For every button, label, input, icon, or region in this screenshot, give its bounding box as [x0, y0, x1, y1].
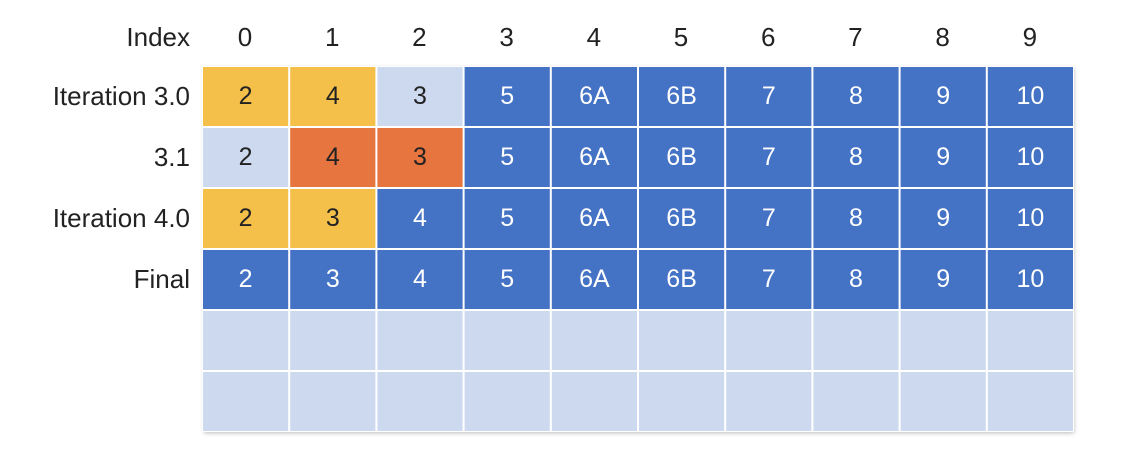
array-cell: 2 — [202, 66, 290, 127]
array-cell — [986, 310, 1074, 371]
array-cell — [376, 371, 464, 432]
table-row — [0, 371, 1125, 432]
array-cell — [725, 371, 813, 432]
array-cell: 9 — [899, 127, 987, 188]
index-header-row: Index 0 1 2 3 4 5 6 7 8 9 — [0, 12, 1125, 62]
array-cell: 8 — [812, 249, 900, 310]
array-cell: 7 — [725, 66, 813, 127]
array-cell: 2 — [202, 127, 290, 188]
index-label-2: 2 — [412, 22, 427, 52]
array-cell: 6A — [550, 66, 638, 127]
array-cell: 9 — [899, 249, 987, 310]
array-cell: 2 — [202, 188, 290, 249]
array-cell: 5 — [463, 127, 551, 188]
array-cell: 3 — [289, 249, 377, 310]
array-cell: 8 — [812, 66, 900, 127]
index-label-6: 6 — [760, 22, 776, 52]
array-cell — [812, 371, 900, 432]
array-cell: 10 — [986, 66, 1074, 127]
array-cell: 4 — [376, 249, 464, 310]
array-cell: 3 — [376, 66, 464, 127]
index-label-8: 8 — [935, 22, 950, 52]
array-cell — [986, 371, 1074, 432]
array-cell: 6A — [550, 188, 638, 249]
index-label-1: 1 — [324, 22, 340, 52]
array-cell: 6A — [550, 127, 638, 188]
array-cell: 6B — [638, 66, 726, 127]
array-cell: 2 — [202, 249, 290, 310]
array-cell — [550, 371, 638, 432]
array-cell: 10 — [986, 127, 1074, 188]
row-label: Final — [133, 264, 190, 294]
array-cell: 4 — [289, 66, 377, 127]
array-cell: 9 — [899, 188, 987, 249]
array-cell — [812, 310, 900, 371]
array-cell: 7 — [725, 249, 813, 310]
row-label: Iteration 4.0 — [52, 203, 190, 233]
array-cell: 3 — [289, 188, 377, 249]
array-cell — [289, 310, 377, 371]
array-cell — [638, 310, 726, 371]
array-cell: 6A — [550, 249, 638, 310]
index-label-7: 7 — [848, 22, 863, 52]
array-cell: 9 — [899, 66, 987, 127]
array-cell: 7 — [725, 127, 813, 188]
array-cell — [638, 371, 726, 432]
index-label-3: 3 — [499, 22, 514, 52]
index-label-5: 5 — [673, 22, 689, 52]
array-cell: 4 — [289, 127, 377, 188]
array-cell — [463, 371, 551, 432]
array-cell: 8 — [812, 127, 900, 188]
table-row: Iteration 3.0 2 4 3 5 6A 6B 7 8 9 10 — [0, 66, 1125, 127]
array-cell: 6B — [638, 127, 726, 188]
index-label-4: 4 — [586, 22, 602, 52]
array-cell — [899, 310, 987, 371]
array-cell — [550, 310, 638, 371]
table-row: Iteration 4.0 2 3 4 5 6A 6B 7 8 9 10 — [0, 188, 1125, 249]
table-row — [0, 310, 1125, 371]
array-cell: 5 — [463, 66, 551, 127]
table-row: Final 2 3 4 5 6A 6B 7 8 9 10 — [0, 249, 1125, 310]
index-label-9: 9 — [1022, 22, 1038, 52]
row-label: Iteration 3.0 — [52, 81, 190, 111]
array-cell: 3 — [376, 127, 464, 188]
array-cell: 5 — [463, 249, 551, 310]
array-cell: 10 — [986, 188, 1074, 249]
row-label: 3.1 — [153, 142, 190, 172]
array-cell — [899, 371, 987, 432]
array-cell: 10 — [986, 249, 1074, 310]
array-cell — [463, 310, 551, 371]
index-header-label: Index — [126, 22, 190, 52]
array-cell — [289, 371, 377, 432]
array-cell: 6B — [638, 249, 726, 310]
array-cell — [376, 310, 464, 371]
array-cell — [725, 310, 813, 371]
array-cell: 5 — [463, 188, 551, 249]
array-cell: 8 — [812, 188, 900, 249]
array-cell: 6B — [638, 188, 726, 249]
index-label-0: 0 — [237, 22, 253, 52]
array-cell — [202, 371, 290, 432]
table-row: 3.1 2 4 3 5 6A 6B 7 8 9 10 — [0, 127, 1125, 188]
array-cell: 7 — [725, 188, 813, 249]
array-cell — [202, 310, 290, 371]
array-cell: 4 — [376, 188, 464, 249]
